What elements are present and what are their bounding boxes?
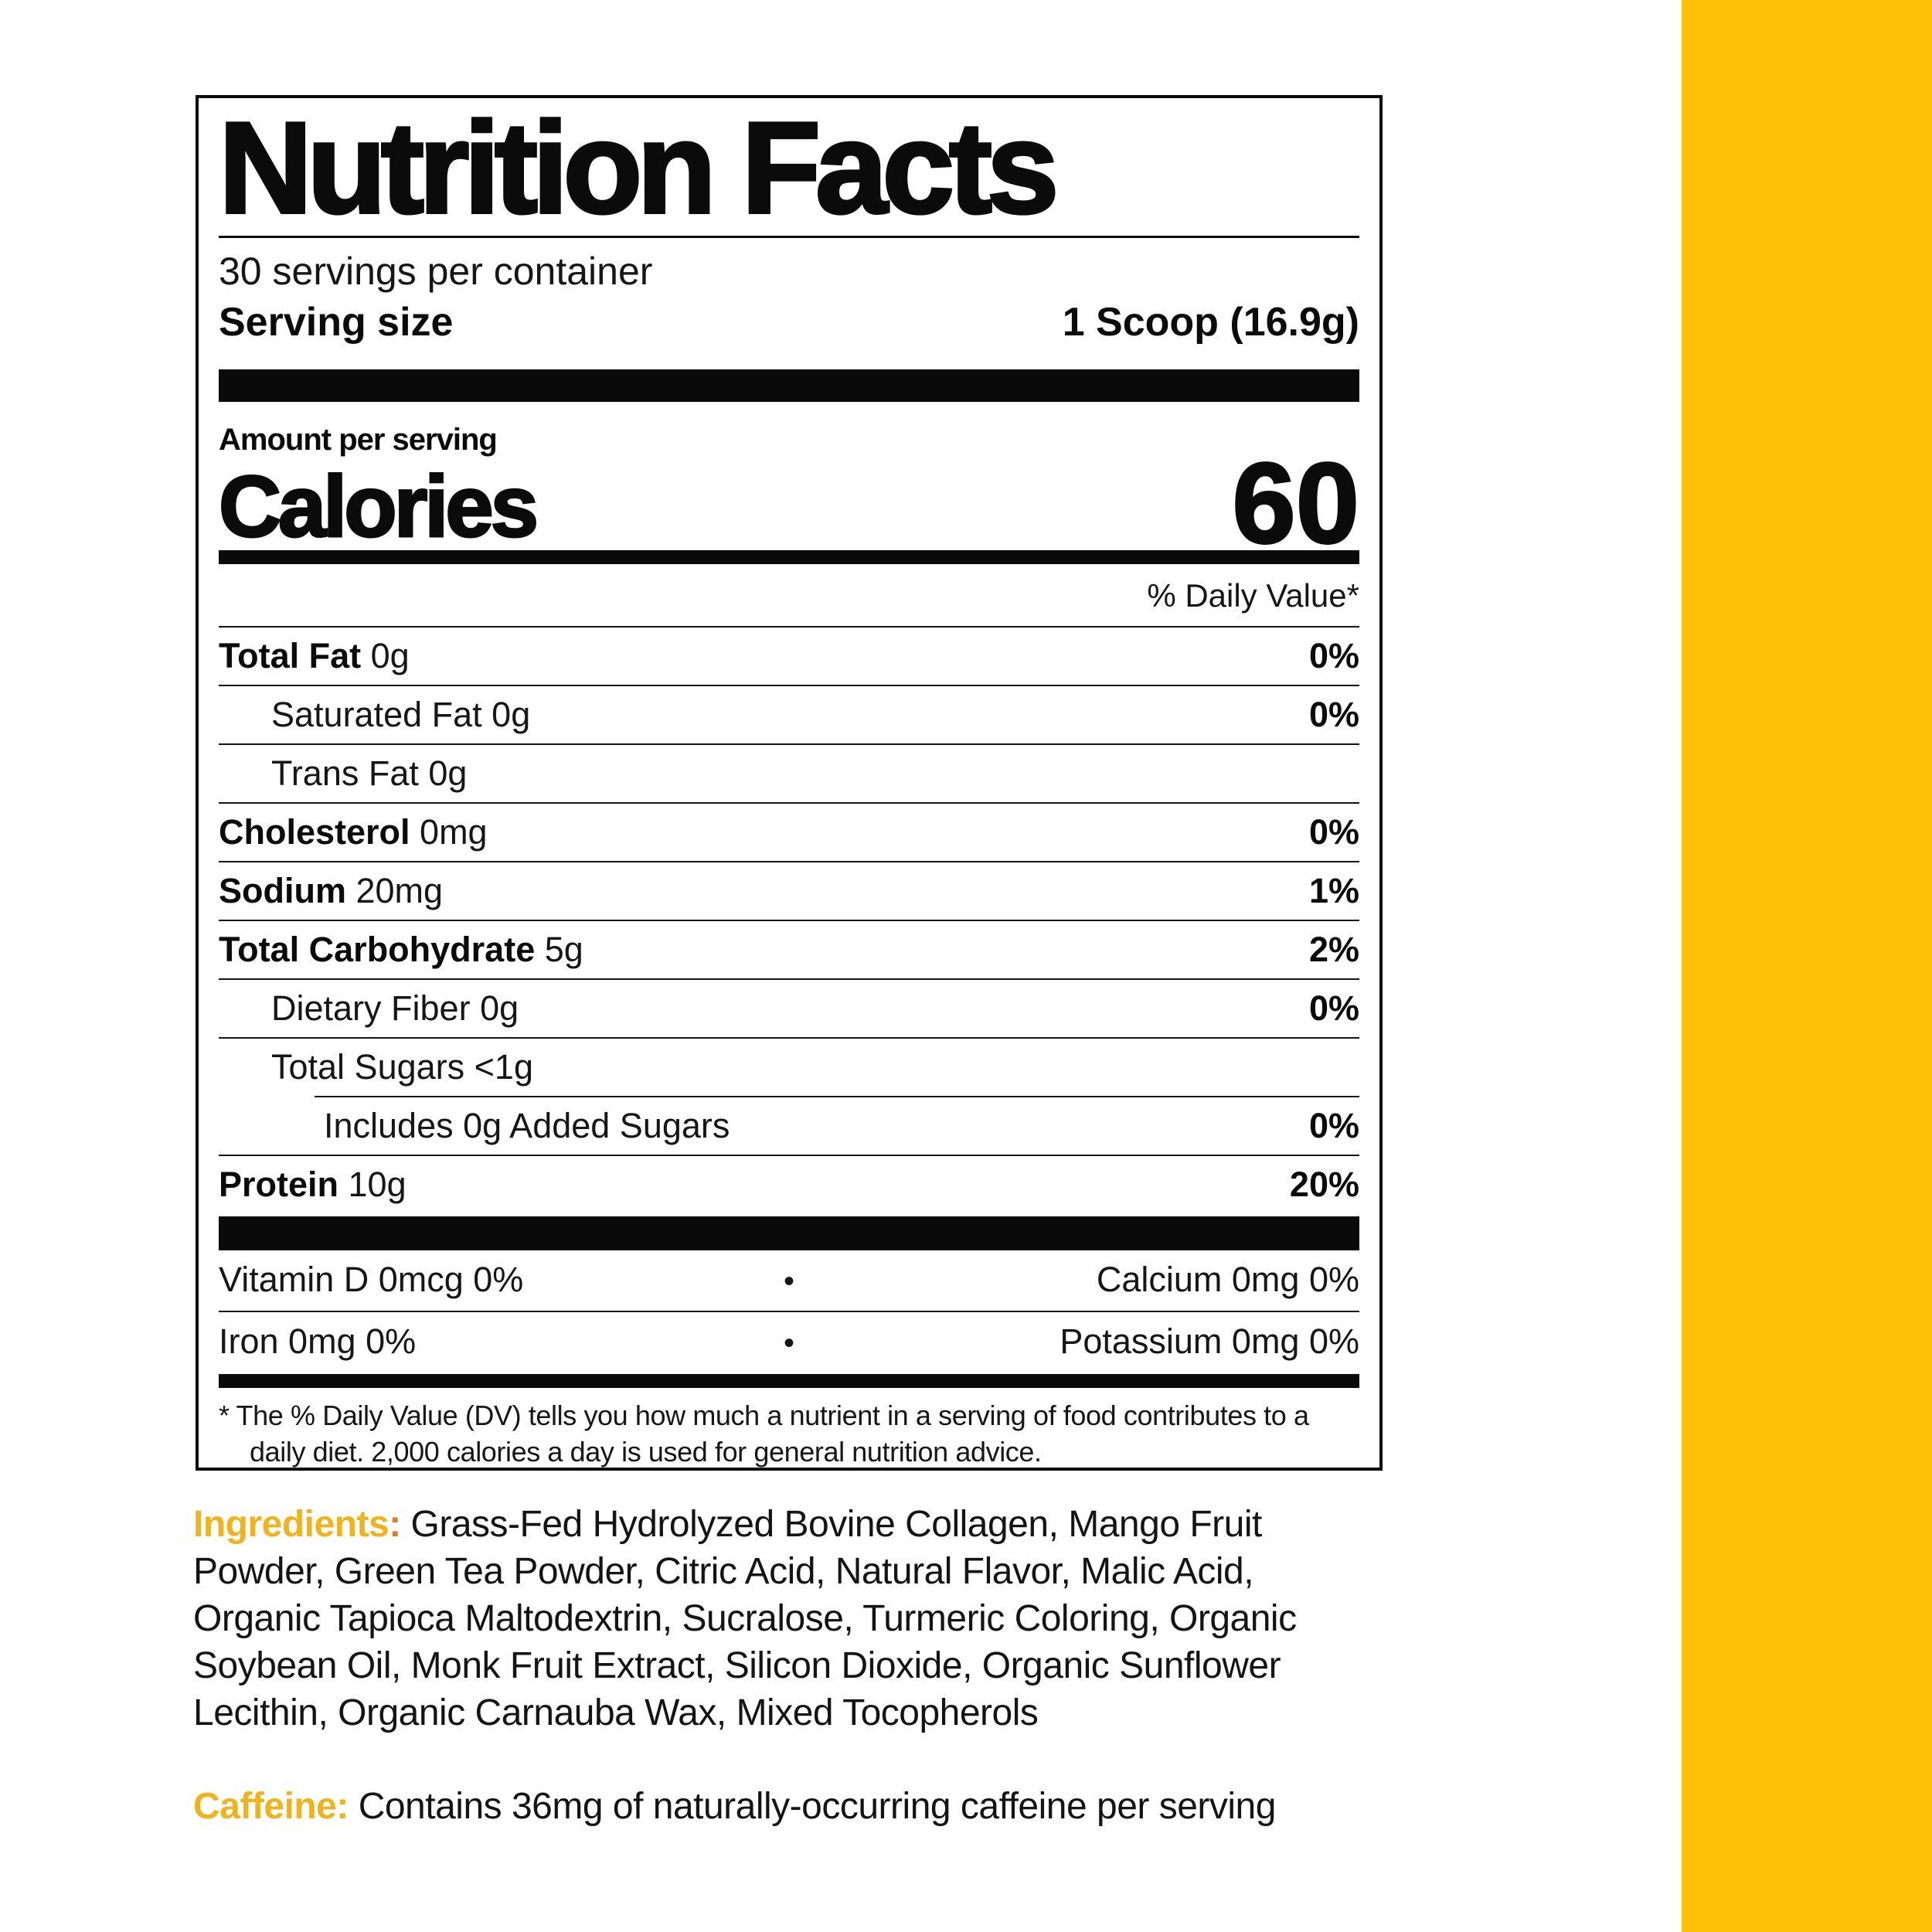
nutrient-amount: 5g: [535, 930, 583, 969]
nutrient-row-total-carbohydrate: Total Carbohydrate 5g 2%: [219, 920, 1359, 978]
bullet-separator: •: [783, 1326, 794, 1360]
nutrient-dv: 20%: [1289, 1165, 1359, 1204]
nutrient-row-cholesterol: Cholesterol 0mg 0%: [219, 802, 1359, 861]
caffeine-text: Contains 36mg of naturally-occurring caf…: [348, 1786, 1277, 1827]
micronutrient-row-iron-potassium: Iron 0mg 0% • Potassium 0mg 0%: [219, 1311, 1359, 1372]
nutrient-name: Total Carbohydrate: [219, 930, 536, 969]
nutrient-amount: 0g: [361, 636, 410, 675]
nutrient-dv: 0%: [1308, 988, 1359, 1028]
nutrient-amount: Includes 0g Added Sugars: [324, 1106, 730, 1145]
micronutrient-right: Calcium 0mg 0%: [1096, 1260, 1359, 1299]
nutrient-dv: 0%: [1308, 812, 1359, 852]
daily-value-footnote: * The % Daily Value (DV) tells you how m…: [219, 1400, 1309, 1468]
thick-divider-calories: [219, 550, 1359, 564]
nutrient-amount: Trans Fat 0g: [271, 753, 468, 793]
nutrition-facts-panel: Nutrition Facts 30 servings per containe…: [196, 95, 1383, 1471]
servings-per-container: 30 servings per container: [219, 250, 653, 293]
nutrient-amount: 10g: [338, 1165, 406, 1204]
calories-value: 60: [1231, 440, 1361, 567]
calories-row: Calories 60: [218, 440, 1361, 567]
nutrient-amount: 20mg: [346, 871, 444, 910]
yellow-accent-stripe: [1682, 0, 1932, 1932]
nutrient-row-total-sugars: Total Sugars <1g: [219, 1037, 1359, 1096]
ingredients-text: Grass-Fed Hydrolyzed Bovine Collagen, Ma…: [193, 1504, 1297, 1733]
serving-size-row: Serving size 1 Scoop (16.9g): [219, 298, 1359, 346]
nutrient-dv: 0%: [1308, 636, 1359, 675]
nutrient-row-protein: Protein 10g 20%: [219, 1155, 1359, 1213]
serving-size-label: Serving size: [219, 300, 454, 345]
nutrient-dv: 0%: [1308, 695, 1359, 734]
thick-divider-serving: [219, 369, 1359, 402]
nutrient-dv: 0%: [1308, 1106, 1359, 1145]
nutrient-amount: Total Sugars <1g: [271, 1047, 533, 1087]
thin-divider-footnote: [219, 1374, 1359, 1388]
micronutrient-right: Potassium 0mg 0%: [1060, 1321, 1359, 1361]
bullet-separator: •: [783, 1264, 794, 1298]
ingredients-label: Ingredients: [193, 1504, 389, 1545]
micronutrient-row-vitamin-d-calcium: Vitamin D 0mcg 0% • Calcium 0mg 0%: [219, 1250, 1359, 1311]
title-divider: [219, 236, 1359, 238]
nutrient-name: Cholesterol: [219, 812, 410, 852]
nutrient-row-trans-fat: Trans Fat 0g: [219, 743, 1359, 802]
micronutrient-left: Vitamin D 0mcg 0%: [219, 1260, 524, 1299]
nutrient-row-added-sugars: Includes 0g Added Sugars 0%: [315, 1096, 1359, 1155]
nutrient-amount: 0mg: [410, 812, 488, 852]
nutrient-name: Protein: [219, 1165, 339, 1204]
nutrient-row-saturated-fat: Saturated Fat 0g 0%: [219, 685, 1359, 743]
ingredients-colon: :: [389, 1504, 401, 1545]
calories-label: Calories: [218, 458, 540, 555]
nutrient-name: Sodium: [219, 871, 346, 910]
caffeine-paragraph: Caffeine: Contains 36mg of naturally-occ…: [193, 1784, 1584, 1830]
nutrient-dv: 1%: [1308, 871, 1359, 910]
nutrient-row-dietary-fiber: Dietary Fiber 0g 0%: [219, 978, 1359, 1037]
thick-divider-vitamins: [219, 1216, 1359, 1250]
nutrient-dv: 2%: [1308, 930, 1359, 969]
nutrient-amount: Dietary Fiber 0g: [271, 988, 519, 1028]
serving-size-value: 1 Scoop (16.9g): [1062, 300, 1359, 345]
nutrient-row-sodium: Sodium 20mg 1%: [219, 861, 1359, 920]
nutrient-row-total-fat: Total Fat 0g 0%: [219, 626, 1359, 685]
ingredients-paragraph: Ingredients: Grass-Fed Hydrolyzed Bovine…: [193, 1501, 1383, 1736]
nutrient-name: Total Fat: [219, 636, 362, 675]
nutrition-facts-title: Nutrition Facts: [217, 95, 1060, 240]
amount-per-serving-label: Amount per serving: [219, 423, 498, 457]
micronutrient-left: Iron 0mg 0%: [219, 1321, 417, 1361]
daily-value-header: % Daily Value*: [1147, 577, 1359, 614]
caffeine-label: Caffeine:: [193, 1786, 349, 1827]
nutrient-amount: Saturated Fat 0g: [271, 695, 531, 734]
